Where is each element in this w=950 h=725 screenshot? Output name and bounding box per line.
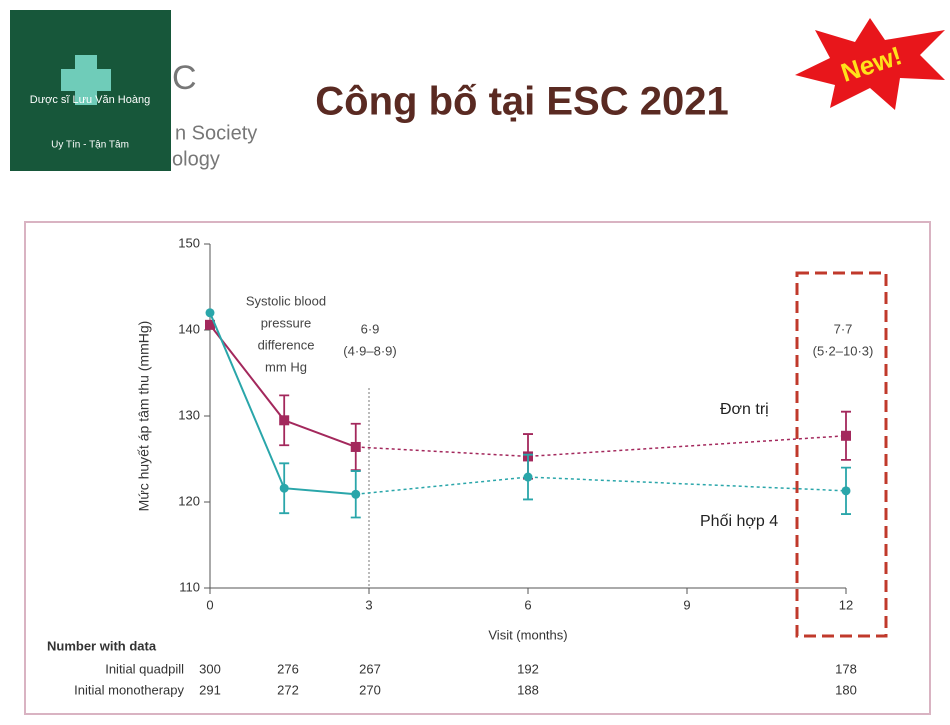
x-tick-label: 0 — [206, 597, 213, 612]
logo-slogan: Uy Tín - Tận Tâm — [51, 140, 129, 151]
x-axis-label: Visit (months) — [488, 627, 567, 642]
table-cell: 192 — [517, 661, 539, 676]
society-text: ology — [172, 148, 220, 170]
table-cell: 276 — [277, 661, 299, 676]
table-row-label: Initial monotherapy — [74, 682, 184, 697]
data-point — [279, 415, 290, 426]
table-cell: 270 — [359, 682, 381, 697]
x-tick-label: 12 — [839, 597, 853, 612]
annotation: Systolic blood — [246, 293, 326, 308]
table-cell: 291 — [199, 682, 221, 697]
society-text: n Society — [175, 122, 257, 144]
data-point — [205, 319, 215, 330]
series-label: Phối hợp 4 — [700, 513, 778, 530]
y-tick-label: 140 — [178, 321, 200, 336]
data-point — [279, 483, 289, 493]
table-row-label: Initial quadpill — [105, 661, 184, 676]
data-point — [350, 441, 361, 452]
annotation: pressure — [261, 315, 312, 330]
data-point — [523, 472, 533, 482]
data-point — [351, 489, 361, 499]
y-tick-label: 150 — [178, 235, 200, 250]
table-cell: 180 — [835, 682, 857, 697]
series-label: Đơn trị — [720, 401, 769, 418]
x-tick-label: 6 — [524, 597, 531, 612]
x-tick-label: 3 — [365, 597, 372, 612]
table-cell: 178 — [835, 661, 857, 676]
logo-name: Dược sĩ Lưu Văn Hoàng — [30, 94, 150, 106]
new-badge — [795, 18, 945, 110]
x-tick-label: 9 — [683, 597, 690, 612]
table-cell: 272 — [277, 682, 299, 697]
table-title: Number with data — [47, 638, 157, 653]
annotation: mm Hg — [265, 359, 307, 374]
table-cell: 188 — [517, 682, 539, 697]
logo-cross — [61, 55, 111, 105]
annotation: (5·2–10·3) — [813, 343, 874, 358]
annotation: (4·9–8·9) — [343, 343, 396, 358]
y-axis-label: Mức huyết áp tâm thu (mmHg) — [136, 321, 152, 512]
y-tick-label: 130 — [178, 407, 200, 422]
series-line — [355, 435, 847, 458]
annotation: 6·9 — [361, 321, 380, 336]
table-cell: 267 — [359, 661, 381, 676]
data-point — [841, 486, 851, 496]
highlight-box — [795, 271, 888, 638]
data-point — [205, 308, 215, 318]
series-line — [355, 476, 847, 496]
annotation: difference — [258, 337, 315, 352]
data-point — [841, 430, 851, 441]
slide-title: Công bố tại ESC 2021 — [315, 80, 728, 124]
table-cell: 300 — [199, 661, 221, 676]
annotation: 7·7 — [834, 321, 853, 336]
y-tick-label: 120 — [178, 493, 200, 508]
chart-frame — [24, 221, 931, 715]
y-tick-label: 110 — [179, 579, 200, 594]
society-letter: C — [172, 59, 197, 97]
